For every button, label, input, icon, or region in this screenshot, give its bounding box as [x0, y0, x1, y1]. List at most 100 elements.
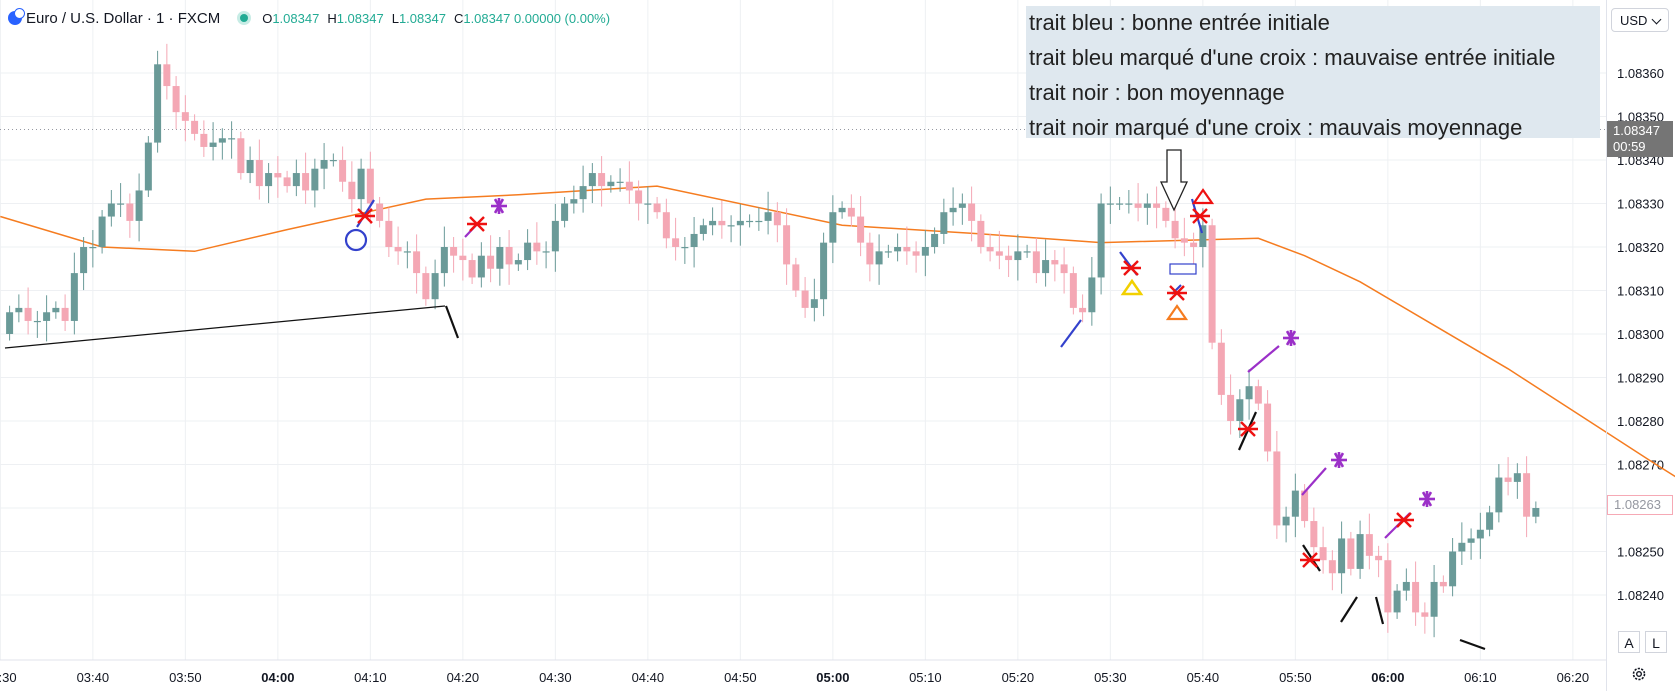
candle-body — [551, 220, 559, 252]
candle-body — [1347, 538, 1355, 569]
blue-rectangle — [1169, 263, 1197, 275]
candle-body — [1467, 538, 1475, 543]
candle-body — [1014, 251, 1022, 261]
candle-body — [1134, 203, 1142, 208]
candle-body — [154, 64, 162, 143]
down-arrow-icon — [1159, 149, 1189, 212]
candle-body — [616, 181, 624, 183]
purple-star-icon — [491, 198, 507, 214]
candle-body — [1393, 590, 1401, 613]
moving-average-line — [0, 185, 1675, 478]
candle-body — [1495, 477, 1503, 513]
candle-body — [644, 203, 652, 205]
auto-scale-button[interactable]: A — [1618, 631, 1640, 653]
candle-body — [1060, 264, 1068, 274]
candle-body — [98, 216, 106, 247]
candle-body — [958, 203, 966, 208]
time-tick-label: 04:50 — [724, 670, 757, 685]
candle-body — [542, 251, 550, 253]
candle-body — [783, 225, 791, 265]
high-value: 1.08347 — [336, 10, 384, 26]
candle-body — [1430, 581, 1438, 617]
candle-body — [931, 233, 939, 247]
log-scale-button[interactable]: L — [1645, 631, 1667, 653]
black-trend-line — [4, 305, 446, 349]
candle-body — [1088, 277, 1096, 313]
time-tick-label: 05:40 — [1187, 670, 1220, 685]
candle-body — [144, 142, 152, 191]
candle-body — [311, 168, 319, 191]
candle-body — [1051, 260, 1059, 265]
candle-body — [995, 251, 1003, 256]
candle-body — [450, 247, 458, 256]
candle-body — [949, 207, 957, 213]
symbol-title[interactable]: Euro / U.S. Dollar · 1 · FXCM — [26, 9, 221, 27]
candle-body — [89, 247, 97, 249]
candle-body — [1236, 399, 1244, 421]
candle-body — [1356, 534, 1364, 569]
candle-body — [903, 247, 911, 252]
candle-body — [1319, 547, 1327, 561]
time-tick-label: 06:10 — [1464, 670, 1497, 685]
candle-body — [625, 181, 633, 191]
candle-body — [237, 138, 245, 174]
candle-body — [1402, 581, 1410, 591]
price-tick-label: 1.08250 — [1617, 545, 1664, 560]
time-tick-label: 05:20 — [1002, 670, 1035, 685]
candle-body — [422, 273, 430, 300]
candle-body — [376, 203, 384, 221]
candle-body — [1338, 538, 1346, 574]
candle-body — [736, 220, 744, 226]
candle-body — [533, 242, 541, 252]
purple-star-icon — [1331, 452, 1347, 468]
candle-body — [357, 168, 365, 200]
red-cross-icon — [1190, 208, 1210, 224]
candle-body — [1153, 203, 1161, 208]
candle-body — [847, 207, 855, 217]
candle-body — [792, 264, 800, 291]
candle-body — [921, 247, 929, 256]
candle-body — [940, 212, 948, 234]
currency-select[interactable]: USD — [1611, 8, 1669, 32]
candle-body — [70, 273, 78, 321]
candle-body — [1273, 451, 1281, 526]
candle-body — [912, 251, 920, 256]
candle-body — [1504, 477, 1512, 482]
candle-body — [524, 242, 532, 261]
close-label: C — [453, 10, 464, 26]
tradingview-logo-icon — [8, 8, 25, 25]
candle-body — [820, 242, 828, 300]
price-tick-label: 1.08320 — [1617, 240, 1664, 255]
candle-body — [1384, 560, 1392, 613]
candle-body — [607, 181, 615, 187]
candle-body — [43, 312, 51, 321]
ma-price-tag: 1.08263 — [1607, 495, 1673, 515]
candle-body — [52, 307, 60, 313]
purple-stars — [491, 198, 1435, 507]
candle-body — [875, 251, 883, 265]
legend-line: trait noir marqué d'une croix : mauvais … — [1029, 115, 1523, 140]
candle-body — [1042, 260, 1050, 274]
candle-body — [1217, 342, 1225, 395]
red-cross-icon — [1394, 512, 1414, 528]
candle-body — [810, 299, 818, 308]
price-tick-label: 1.08300 — [1617, 327, 1664, 342]
candle-body — [468, 260, 476, 278]
yellow-triangle-icon — [1120, 278, 1144, 296]
candle-body — [274, 173, 282, 178]
candle-body — [1079, 307, 1087, 313]
purple-mark — [1247, 345, 1280, 373]
candle-body — [1023, 251, 1031, 253]
settings-gear-icon[interactable] — [1631, 666, 1647, 682]
candle-body — [440, 247, 448, 274]
candle-body — [653, 203, 661, 213]
annotation-legend[interactable]: trait bleu : bonne entrée initiale trait… — [1026, 6, 1600, 140]
candle-body — [1245, 386, 1253, 400]
symbol-header: Euro / U.S. Dollar · 1 · FXCM O1.08347 H1… — [8, 6, 618, 30]
time-tick-label: 03:50 — [169, 670, 202, 685]
close-value: 1.08347 0.00000 (0.00%) — [463, 10, 611, 26]
red-cross-icon — [355, 208, 375, 224]
candle-body — [163, 64, 171, 87]
purple-mark — [1301, 467, 1327, 496]
